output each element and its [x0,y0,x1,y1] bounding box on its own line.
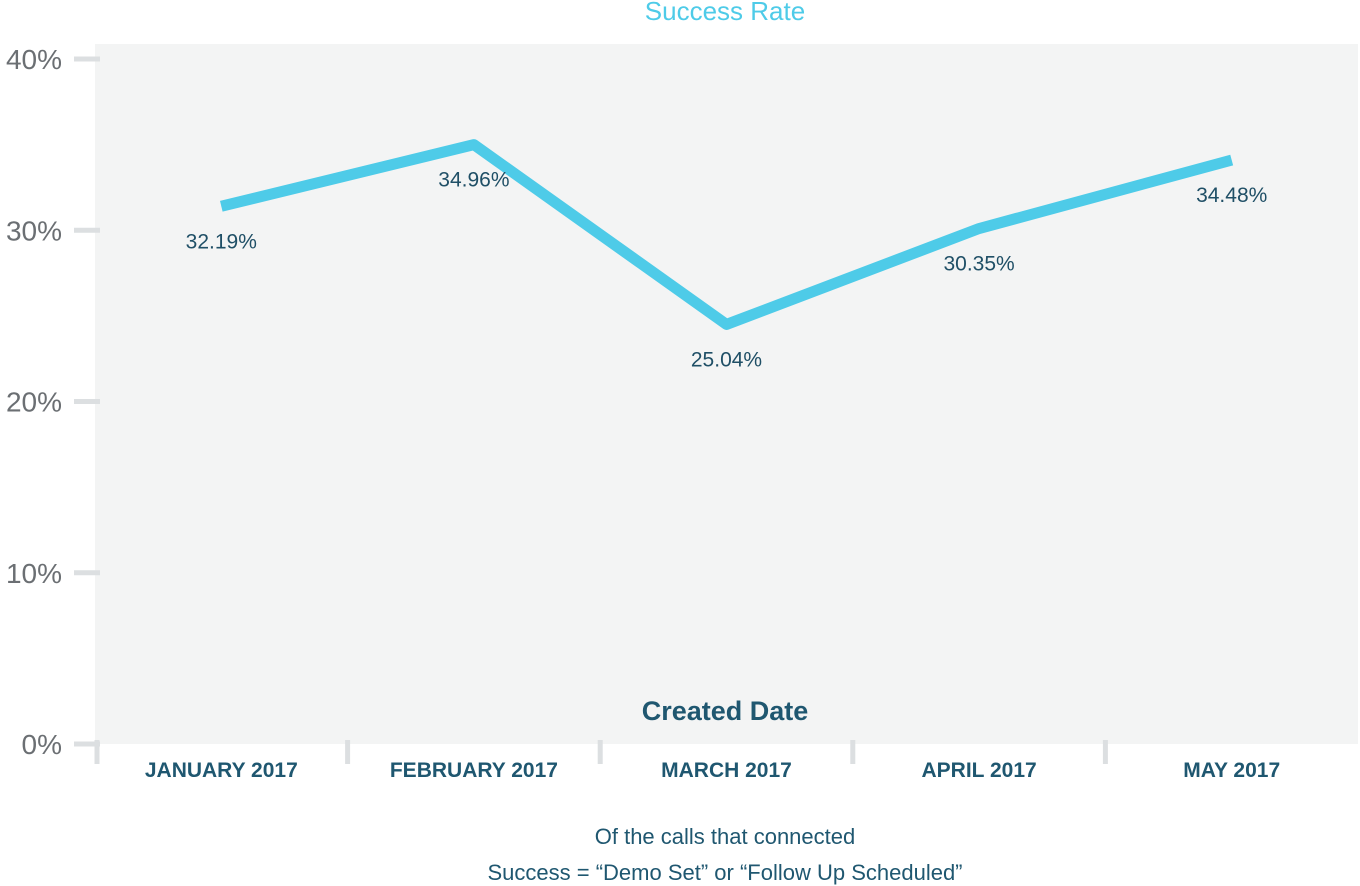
data-labels: 32.19% 34.96% 25.04% 30.35% 34.48% [186,169,1268,372]
x-tick-label: MAY 2017 [1183,759,1280,782]
y-tick-label: 0% [22,729,62,760]
y-tick-label: 10% [6,558,62,589]
x-axis: JANUARY 2017 FEBRUARY 2017 MARCH 2017 APRIL… [94,740,1280,782]
data-label: 34.48% [1196,184,1267,207]
data-label: 34.96% [438,169,509,192]
y-tick-label: 40% [6,44,62,75]
x-tick-label: JANUARY 2017 [145,759,298,782]
x-axis-title: Created Date [642,696,809,726]
y-tick-label: 30% [6,215,62,246]
x-tick-label: APRIL 2017 [922,759,1037,782]
x-tick-label: FEBRUARY 2017 [390,759,558,782]
x-tick-label: MARCH 2017 [661,759,792,782]
footnote-line-1: Of the calls that connected [595,824,856,849]
plot-area [95,44,1358,744]
data-label: 30.35% [943,253,1014,276]
data-label: 25.04% [691,348,762,371]
y-axis: 0% 10% 20% 30% 40% [6,44,100,760]
footnote-line-2: Success = “Demo Set” or “Follow Up Sched… [487,860,962,885]
data-label: 32.19% [186,230,257,253]
y-tick-label: 20% [6,387,62,418]
chart-title: Success Rate [645,0,805,26]
series-success-rate [219,139,1234,330]
